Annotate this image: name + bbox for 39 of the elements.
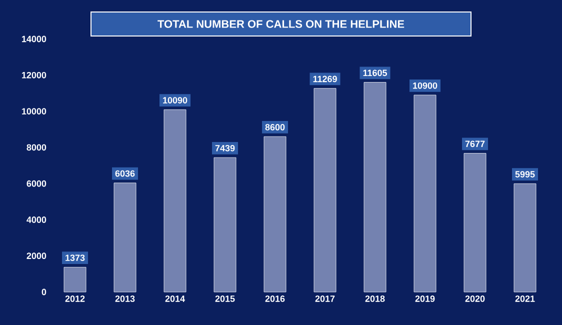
data-label: 6036 [115, 170, 135, 177]
data-label: 5995 [515, 171, 535, 178]
bar [164, 109, 186, 292]
x-tick-label: 2017 [315, 296, 335, 302]
y-tick-label: 8000 [26, 144, 46, 151]
y-tick-label: 6000 [26, 180, 46, 187]
x-tick-label: 2019 [415, 296, 435, 302]
data-label: 10900 [413, 82, 438, 89]
y-tick-label: 4000 [26, 216, 46, 223]
bar [64, 266, 86, 292]
x-tick-label: 2016 [265, 296, 285, 302]
x-tick-label: 2018 [365, 296, 385, 302]
y-tick-label: 2000 [26, 252, 46, 260]
x-tick-label: 2012 [65, 296, 85, 302]
bar [214, 157, 236, 292]
bar [364, 82, 386, 292]
data-label: 11605 [363, 70, 388, 76]
data-label: 7439 [215, 144, 235, 152]
bar [514, 183, 536, 292]
data-label: 7677 [465, 140, 485, 148]
chart-title: TOTAL NUMBER OF CALLS ON THE HELPLINE [158, 20, 404, 28]
data-label: 10090 [163, 97, 188, 104]
bar [314, 88, 336, 292]
y-tick-label: 10000 [22, 108, 46, 114]
x-tick-label: 2014 [165, 296, 185, 302]
data-label: 8600 [265, 124, 285, 130]
bar [114, 182, 136, 292]
y-tick-label: 12000 [22, 72, 46, 78]
x-tick-label: 2015 [215, 296, 235, 302]
y-tick-label: 0 [42, 288, 46, 296]
data-label: 11269 [313, 76, 337, 82]
bar [264, 136, 286, 292]
x-tick-label: 2013 [115, 296, 135, 302]
y-tick-label: 14000 [22, 36, 46, 42]
bar [414, 94, 436, 292]
x-tick-label: 2021 [515, 296, 535, 302]
x-tick-label: 2020 [465, 296, 485, 302]
bar [464, 153, 486, 292]
data-label: 1373 [66, 254, 85, 261]
